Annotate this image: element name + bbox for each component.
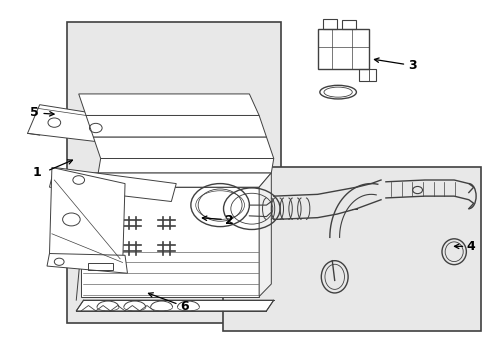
Text: 4: 4 (466, 240, 475, 253)
Polygon shape (47, 253, 127, 273)
Text: 3: 3 (407, 59, 416, 72)
Bar (88, 263, 113, 270)
Bar (358, 69, 375, 81)
Polygon shape (76, 300, 273, 311)
Text: 1: 1 (33, 166, 41, 179)
Polygon shape (259, 173, 271, 297)
Text: 5: 5 (30, 106, 39, 119)
Text: 2: 2 (225, 214, 234, 227)
Bar (323, 19, 336, 30)
Bar (66, 22, 281, 323)
Polygon shape (81, 173, 271, 187)
Polygon shape (81, 187, 259, 297)
Polygon shape (222, 167, 480, 330)
Bar (341, 21, 355, 30)
Polygon shape (93, 137, 273, 158)
Text: 6: 6 (181, 300, 189, 313)
Polygon shape (49, 167, 125, 266)
Polygon shape (98, 158, 273, 173)
Bar (317, 30, 368, 69)
Polygon shape (27, 105, 130, 144)
Polygon shape (86, 116, 266, 137)
Polygon shape (79, 94, 259, 116)
Polygon shape (49, 167, 176, 202)
